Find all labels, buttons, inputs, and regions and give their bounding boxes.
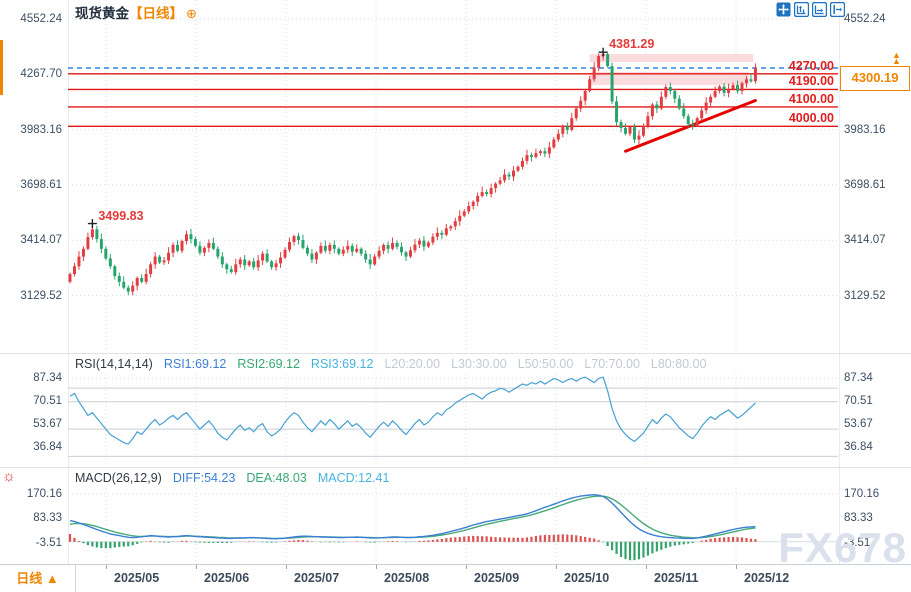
indicator-value: DIFF:54.23 bbox=[172, 471, 236, 485]
panel-divider bbox=[0, 467, 911, 468]
indicator-settings-icon[interactable]: ☼ bbox=[2, 468, 16, 485]
date-label: 2025/05 bbox=[114, 571, 160, 585]
price-tick-label: 3983.16 bbox=[20, 123, 62, 136]
date-label: 2025/08 bbox=[384, 571, 430, 585]
date-tick bbox=[736, 565, 737, 569]
price-up-arrow-icon: ▲ ▲ bbox=[892, 50, 901, 66]
price-tick-label: 3129.52 bbox=[20, 289, 62, 302]
date-label: 2025/12 bbox=[744, 571, 790, 585]
date-label: 2025/06 bbox=[204, 571, 250, 585]
price-tick-label: 4552.24 bbox=[844, 13, 886, 25]
indicator-value: RSI2:69.12 bbox=[237, 357, 300, 371]
rsi-header[interactable]: RSI(14,14,14) RSI1:69.12 RSI2:69.12 RSI3:69… bbox=[75, 357, 718, 371]
period-tag[interactable]: 【日线】 bbox=[129, 6, 183, 21]
level-price-label: 4270.00 bbox=[788, 58, 834, 73]
chart-title: 现货黄金【日线】 ⊕ bbox=[75, 2, 197, 22]
rsi-tick-label: 87.34 bbox=[33, 372, 62, 385]
rsi-panel[interactable] bbox=[68, 374, 838, 465]
date-label: 2025/07 bbox=[294, 571, 340, 585]
panel-divider bbox=[0, 353, 911, 354]
price-tick-label: 3129.52 bbox=[844, 289, 886, 302]
macd-tick-label: 170.16 bbox=[844, 488, 880, 501]
current-price-badge[interactable]: 4300.19 bbox=[840, 66, 910, 91]
indicator-value: L30:30.00 bbox=[451, 357, 507, 371]
macd-tick-label: 83.33 bbox=[844, 512, 873, 525]
fit-vertical-icon[interactable] bbox=[794, 2, 809, 17]
date-label: 2025/11 bbox=[654, 571, 699, 585]
indicator-value: L50:50.00 bbox=[517, 357, 574, 371]
indicator-value: DEA:48.03 bbox=[246, 471, 307, 485]
rsi-tick-label: 36.84 bbox=[33, 441, 62, 454]
rsi-tick-label: 53.67 bbox=[844, 418, 873, 431]
time-axis-bar: 日线 ▲ 2025/05 2025/06 2025/07 2025/08 2025/09… bbox=[0, 564, 911, 592]
rsi-tick-label: 53.67 bbox=[33, 418, 62, 431]
date-tick bbox=[196, 565, 197, 569]
chart-toolbar bbox=[776, 2, 845, 17]
indicator-value: RSI3:69.12 bbox=[310, 357, 374, 371]
rsi-tick-label: 87.34 bbox=[844, 372, 873, 385]
date-tick bbox=[646, 565, 647, 569]
indicator-value: MACD(26,12,9) bbox=[75, 471, 162, 485]
indicator-value: RSI(14,14,14) bbox=[75, 357, 153, 371]
high-price-annotation: 4381.29 bbox=[609, 37, 655, 52]
macd-panel[interactable] bbox=[68, 488, 838, 563]
macd-tick-label: 83.33 bbox=[33, 512, 62, 525]
indicator-value: L20:20.00 bbox=[384, 357, 441, 371]
date-tick bbox=[286, 565, 287, 569]
date-tick bbox=[556, 565, 557, 569]
date-tick bbox=[376, 565, 377, 569]
watermark: FX678 bbox=[778, 524, 907, 571]
rsi-tick-label: 70.51 bbox=[33, 395, 62, 408]
left-scroll-indicator[interactable] bbox=[0, 40, 3, 95]
rsi-tick-label: 36.84 bbox=[844, 441, 873, 454]
price-tick-label: 3983.16 bbox=[844, 123, 886, 136]
date-label: 2025/10 bbox=[564, 571, 610, 585]
level-price-label: 4190.00 bbox=[788, 74, 834, 89]
date-tick bbox=[466, 565, 467, 569]
price-tick-label: 3698.61 bbox=[844, 178, 886, 191]
period-select-button[interactable]: 日线 ▲ bbox=[0, 565, 76, 592]
price-tick-label: 3414.07 bbox=[20, 234, 62, 247]
date-label: 2025/09 bbox=[474, 571, 520, 585]
fit-horizontal-icon[interactable] bbox=[812, 2, 827, 17]
price-tick-label: 3698.61 bbox=[20, 178, 62, 191]
price-tick-label: 4267.70 bbox=[20, 68, 62, 81]
macd-header[interactable]: MACD(26,12,9) DIFF:54.23 DEA:48.03 MACD:12.… bbox=[75, 471, 400, 485]
macd-tick-label: -3.51 bbox=[844, 536, 871, 549]
indicator-value: L70:70.00 bbox=[584, 357, 640, 371]
indicator-value: RSI1:69.12 bbox=[163, 357, 227, 371]
price-tick-label: 4552.24 bbox=[20, 13, 62, 25]
add-compare-icon[interactable]: ⊕ bbox=[186, 6, 197, 21]
level-price-label: 4000.00 bbox=[788, 111, 834, 126]
main-candlestick-chart[interactable]: 3499.83 4381.29 4270.00 4190.00 4100.00 4000.… bbox=[68, 0, 838, 352]
date-tick bbox=[106, 565, 107, 569]
macd-tick-label: -3.51 bbox=[35, 536, 62, 549]
price-tick-label: 3414.07 bbox=[844, 234, 886, 247]
rsi-tick-label: 70.51 bbox=[844, 395, 873, 408]
high-price-annotation: 3499.83 bbox=[98, 208, 144, 223]
jump-to-latest-icon[interactable] bbox=[830, 2, 845, 17]
level-price-label: 4100.00 bbox=[788, 91, 834, 106]
indicator-value: MACD:12.41 bbox=[317, 471, 390, 485]
symbol-name: 现货黄金 bbox=[75, 6, 129, 21]
pan-crosshair-icon[interactable] bbox=[776, 2, 791, 17]
macd-tick-label: 170.16 bbox=[26, 488, 62, 501]
indicator-value: L80:80.00 bbox=[650, 357, 707, 371]
